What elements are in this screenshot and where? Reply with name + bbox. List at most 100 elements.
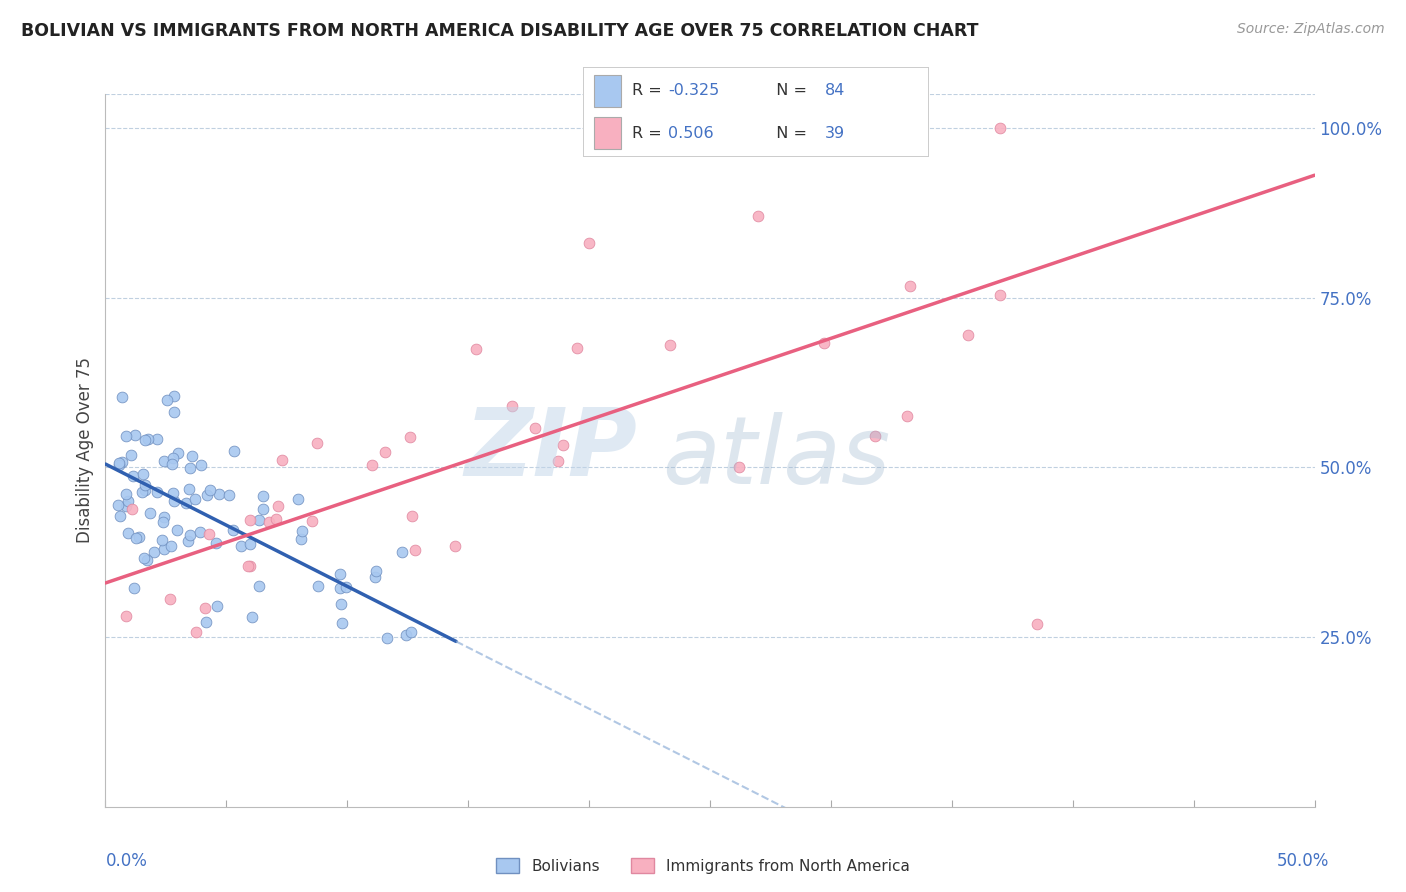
Text: 50.0%: 50.0%	[1277, 852, 1329, 870]
Text: 0.0%: 0.0%	[105, 852, 148, 870]
Point	[395, 628, 418, 642]
Point	[208, 487, 231, 501]
Text: 0.506: 0.506	[668, 126, 713, 141]
Point	[136, 552, 159, 566]
Point	[163, 493, 186, 508]
Point	[335, 580, 357, 594]
Point	[264, 512, 287, 526]
Point	[120, 448, 142, 462]
Point	[222, 444, 245, 458]
Point	[174, 496, 197, 510]
Point	[134, 477, 156, 491]
Point	[128, 530, 150, 544]
Legend: Bolivians, Immigrants from North America: Bolivians, Immigrants from North America	[491, 852, 915, 880]
Point	[747, 209, 769, 223]
Point	[271, 452, 294, 467]
Point	[301, 515, 323, 529]
Point	[330, 615, 353, 630]
Point	[194, 615, 217, 629]
Point	[236, 559, 259, 574]
Point	[162, 405, 184, 419]
Point	[122, 581, 145, 595]
Point	[122, 468, 145, 483]
Point	[190, 458, 212, 473]
Point	[290, 532, 312, 546]
Point	[117, 493, 139, 508]
Point	[152, 515, 174, 529]
Point	[115, 609, 138, 624]
Point	[184, 625, 207, 640]
Point	[252, 502, 274, 516]
Point	[863, 428, 886, 442]
Point	[257, 515, 280, 529]
Point	[166, 523, 188, 537]
Point	[131, 484, 153, 499]
Point	[177, 483, 200, 497]
Point	[374, 445, 396, 459]
Text: BOLIVIAN VS IMMIGRANTS FROM NORTH AMERICA DISABILITY AGE OVER 75 CORRELATION CHA: BOLIVIAN VS IMMIGRANTS FROM NORTH AMERIC…	[21, 22, 979, 40]
Point	[115, 499, 138, 513]
Point	[108, 508, 131, 523]
Text: atlas: atlas	[662, 412, 890, 503]
Point	[153, 541, 176, 556]
Point	[176, 534, 198, 549]
Point	[204, 535, 226, 549]
Point	[146, 432, 169, 446]
Text: 39: 39	[824, 126, 845, 141]
Point	[659, 338, 682, 352]
Text: ZIP: ZIP	[464, 404, 637, 497]
Point	[360, 458, 382, 473]
Point	[198, 527, 221, 541]
Point	[207, 599, 229, 614]
Point	[111, 390, 134, 404]
Point	[898, 279, 921, 293]
Point	[179, 528, 201, 542]
Point	[134, 433, 156, 447]
Point	[404, 542, 426, 557]
Point	[160, 539, 183, 553]
Point	[150, 533, 173, 548]
Point	[239, 536, 262, 550]
Text: N =: N =	[766, 83, 813, 98]
Point	[143, 545, 166, 559]
Point	[107, 457, 129, 471]
Point	[896, 409, 918, 423]
Point	[134, 483, 156, 498]
Point	[115, 486, 138, 500]
Text: 84: 84	[824, 83, 845, 98]
Point	[329, 582, 352, 596]
Point	[956, 328, 979, 343]
Point	[194, 600, 217, 615]
Point	[152, 510, 174, 524]
Point	[136, 432, 159, 446]
Point	[364, 564, 387, 578]
Point	[117, 526, 139, 541]
Point	[329, 597, 352, 611]
Point	[107, 498, 129, 512]
Point	[547, 453, 569, 467]
Point	[399, 624, 422, 639]
Point	[1025, 616, 1047, 631]
Point	[121, 501, 143, 516]
Y-axis label: Disability Age Over 75: Disability Age Over 75	[76, 358, 94, 543]
FancyBboxPatch shape	[593, 75, 621, 107]
Point	[222, 523, 245, 537]
Text: R =: R =	[631, 83, 666, 98]
Point	[239, 559, 262, 574]
Point	[239, 513, 262, 527]
Point	[180, 449, 202, 463]
Point	[524, 420, 547, 434]
Point	[139, 507, 162, 521]
Point	[553, 438, 575, 452]
Point	[111, 455, 134, 469]
Point	[307, 579, 329, 593]
Point	[988, 120, 1011, 135]
Point	[291, 524, 314, 539]
Point	[152, 453, 174, 467]
Point	[329, 567, 352, 582]
Point	[988, 288, 1011, 302]
Point	[162, 450, 184, 465]
Point	[240, 609, 263, 624]
Point	[159, 591, 181, 606]
Point	[162, 486, 184, 500]
